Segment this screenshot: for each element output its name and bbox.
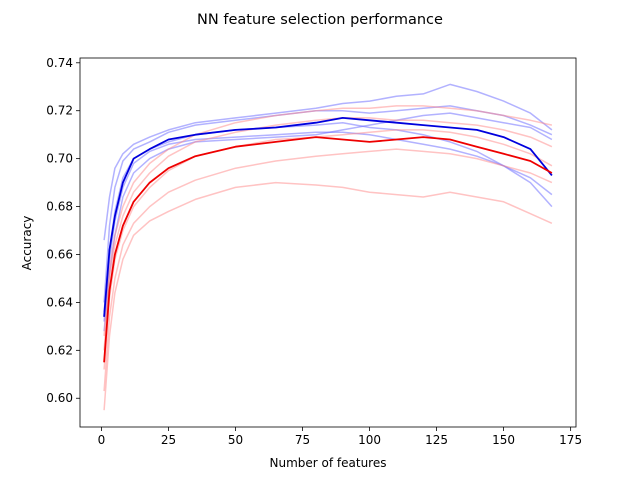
- y-tick-label: 0.64: [46, 295, 73, 309]
- y-axis-label: Accuracy: [20, 216, 34, 271]
- y-axis-ticks: 0.60 0.62 0.64 0.66 0.68 0.70 0.72 0.74: [46, 56, 80, 405]
- y-tick-label: 0.74: [46, 56, 73, 70]
- y-tick-label: 0.72: [46, 104, 73, 118]
- x-tick-label: 100: [358, 433, 381, 447]
- series-line-red-mean-1: [103, 136, 553, 363]
- y-tick-label: 0.62: [46, 343, 73, 357]
- plot-frame: [79, 57, 577, 428]
- series-line-blue-run-5: [103, 131, 553, 322]
- series-layer: [103, 83, 553, 411]
- series-line-blue-run-6: [103, 112, 553, 332]
- x-tick-label: 50: [228, 433, 243, 447]
- series-line-red-run-7: [103, 181, 553, 411]
- y-tick-label: 0.70: [46, 152, 73, 166]
- series-line-red-run-8: [103, 148, 553, 392]
- x-axis-label: Number of features: [270, 456, 387, 470]
- x-tick-label: 0: [98, 433, 106, 447]
- y-tick-label: 0.66: [46, 247, 73, 261]
- axes-layer: [79, 57, 577, 428]
- series-line-red-run-11: [103, 105, 553, 336]
- series-line-red-run-9: [103, 129, 553, 370]
- series-line-blue-mean-0: [103, 117, 553, 317]
- y-tick-label: 0.68: [46, 200, 73, 214]
- series-line-red-run-10: [103, 117, 553, 351]
- series-line-blue-run-4: [103, 121, 553, 313]
- series-line-blue-run-2: [103, 83, 553, 241]
- x-tick-label: 25: [161, 433, 176, 447]
- x-tick-label: 150: [492, 433, 515, 447]
- x-tick-label: 175: [559, 433, 582, 447]
- x-tick-label: 125: [425, 433, 448, 447]
- chart-title: NN feature selection performance: [197, 12, 443, 28]
- y-tick-label: 0.60: [46, 391, 73, 405]
- x-tick-label: 75: [295, 433, 310, 447]
- x-axis-ticks: 0 25 50 75 100 125 150 175: [98, 427, 582, 447]
